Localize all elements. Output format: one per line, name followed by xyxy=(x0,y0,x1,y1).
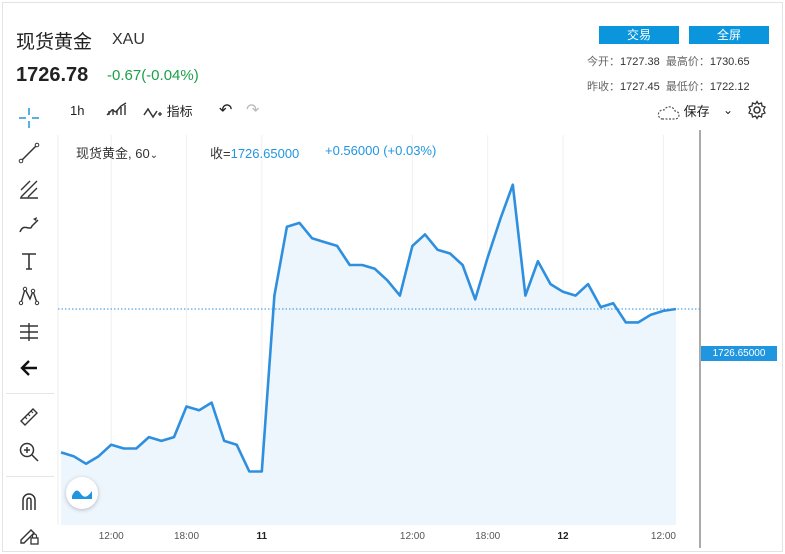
fullscreen-button[interactable]: 全屏 xyxy=(689,26,769,44)
brush-icon[interactable] xyxy=(17,213,41,237)
save-label: 保存 xyxy=(683,104,710,119)
low-label: 最低价： xyxy=(665,81,710,93)
price-line xyxy=(60,183,677,473)
redo-icon[interactable]: ↷ xyxy=(246,102,260,119)
chart-logo-button[interactable] xyxy=(66,477,98,509)
price-area-fill xyxy=(61,184,676,525)
x-tick-label: 12 xyxy=(557,531,569,542)
fib-icon[interactable] xyxy=(17,177,41,201)
low-value: 1722.12 xyxy=(709,81,750,93)
indicators-button[interactable]: 指标 xyxy=(143,101,193,121)
legend-name: 现货黄金, 60 xyxy=(76,146,150,161)
high-value: 1730.65 xyxy=(709,56,750,68)
last-price: 1726.78 xyxy=(16,64,89,86)
interval-selector[interactable]: 1h xyxy=(70,103,85,118)
pattern-icon[interactable] xyxy=(17,284,41,308)
lock-draw-icon[interactable] xyxy=(17,523,41,547)
instrument-title: 现货黄金 xyxy=(16,32,93,53)
candle-type-icon[interactable] xyxy=(106,101,128,120)
legend-close-label: 收= xyxy=(210,146,231,161)
tool-divider xyxy=(6,393,54,394)
price-change: -0.67(-0.04%) xyxy=(107,67,199,84)
x-tick-label: 12:00 xyxy=(98,531,124,542)
tool-divider xyxy=(6,476,54,477)
magnet-icon[interactable] xyxy=(17,489,41,513)
indicators-icon xyxy=(143,107,162,118)
crosshair-icon[interactable] xyxy=(17,106,41,130)
chevron-down-icon: ⌄ xyxy=(149,150,159,161)
text-icon[interactable] xyxy=(17,249,41,273)
trade-button[interactable]: 交易 xyxy=(599,26,679,44)
back-arrow-icon[interactable] xyxy=(17,356,41,380)
prev-close-value: 1727.45 xyxy=(620,81,660,93)
chevron-down-icon[interactable]: ⌄ xyxy=(723,103,734,117)
open-value: 1727.38 xyxy=(620,56,660,68)
high-label: 最高价： xyxy=(665,56,710,68)
prev-close-label: 昨收： xyxy=(587,81,620,93)
x-tick-label: 18:00 xyxy=(173,531,200,542)
legend-change: +0.56000 (+0.03%) xyxy=(325,143,437,158)
legend-close: 收=1726.65000 xyxy=(210,143,299,162)
x-tick-label: 11 xyxy=(256,531,268,542)
x-tick-label: 12:00 xyxy=(650,531,676,542)
cloud-save-icon xyxy=(657,105,680,120)
instrument-symbol: XAU xyxy=(112,31,145,48)
stats-row-2: 昨收：1727.45 最低价：1722.12 xyxy=(587,78,750,94)
zoom-in-icon[interactable] xyxy=(17,440,41,464)
legend-instrument[interactable]: 现货黄金, 60⌄ xyxy=(76,143,158,162)
x-tick-label: 12:00 xyxy=(399,531,425,542)
trend-line-icon[interactable] xyxy=(17,141,41,165)
x-tick-label: 18:00 xyxy=(475,531,501,542)
save-button[interactable]: 保存 xyxy=(656,101,710,121)
ruler-icon[interactable] xyxy=(17,405,41,429)
legend-close-value: 1726.65000 xyxy=(230,146,300,161)
gear-icon[interactable] xyxy=(747,100,767,123)
stats-row-1: 今开：1727.38 最高价：1730.65 xyxy=(587,53,750,69)
open-label: 今开： xyxy=(587,56,620,68)
undo-icon[interactable]: ↶ xyxy=(219,102,233,119)
price-scale-tag: 1726.65000 xyxy=(701,346,777,361)
indicators-label: 指标 xyxy=(166,104,193,119)
measure-lines-icon[interactable] xyxy=(17,320,41,344)
logo-wave-icon xyxy=(72,490,92,499)
